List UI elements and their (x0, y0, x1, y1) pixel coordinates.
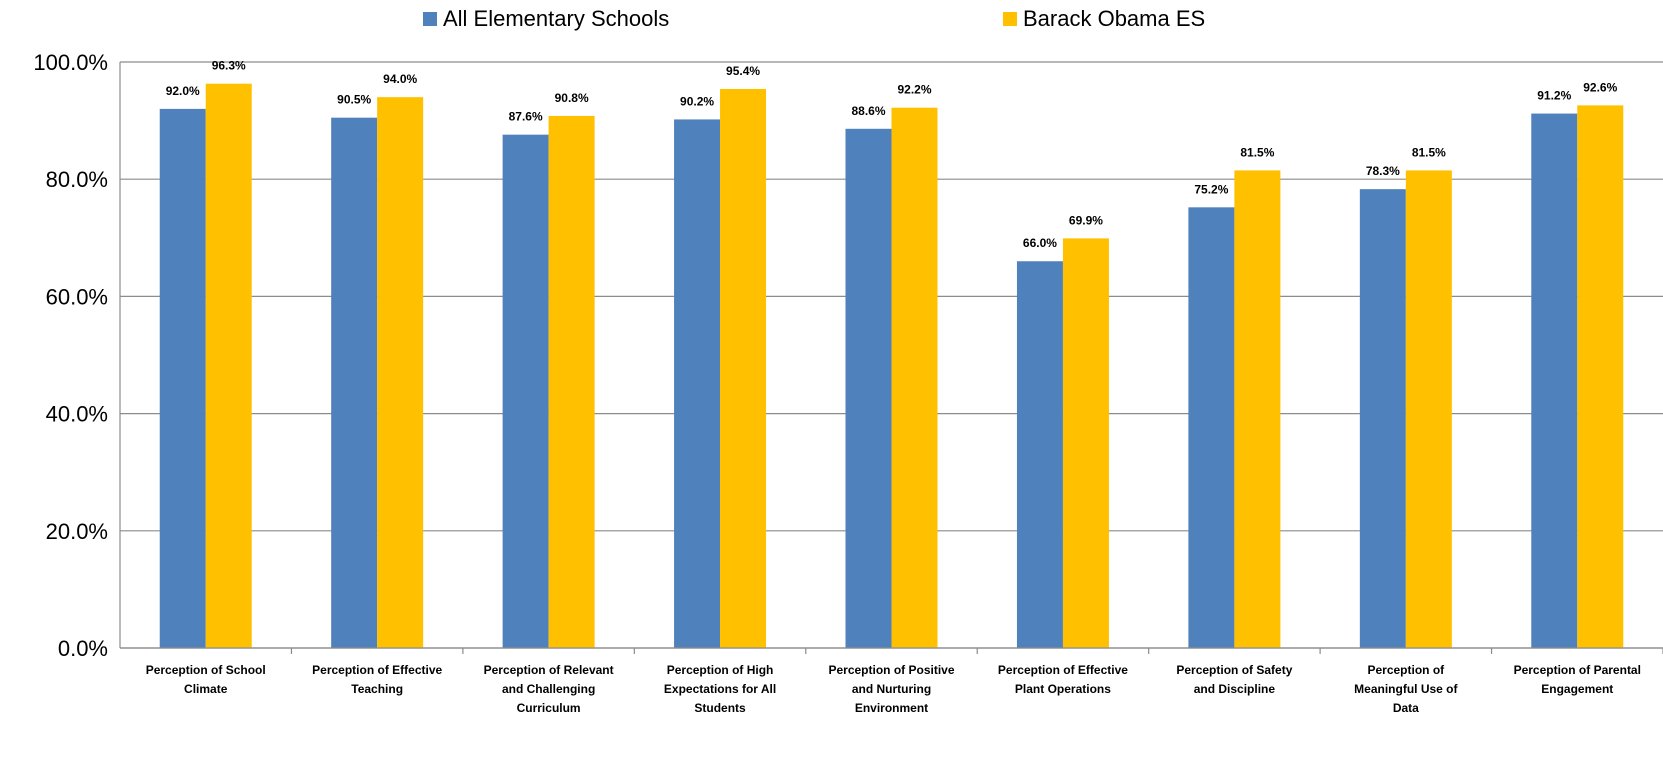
legend-label-series-2: Barack Obama ES (1023, 6, 1206, 31)
x-tick-label-line: Teaching (351, 682, 403, 696)
bar (377, 97, 424, 648)
x-tick-label-line: Students (694, 701, 746, 715)
x-tick-label-line: Perception of (1367, 663, 1445, 677)
x-tick-label: Perception of School Climate (146, 663, 266, 696)
data-label: 94.0% (383, 72, 417, 86)
bar (891, 107, 938, 648)
x-tick-label: Perception of Meaningful Use of Data (1354, 663, 1458, 715)
data-label: 90.2% (680, 94, 714, 108)
x-tick-label-line: Perception of School (146, 663, 266, 677)
bar (548, 115, 595, 649)
data-label: 75.2% (1194, 182, 1228, 196)
x-tick-label: Perception of Relevant and Challenging Cur… (484, 663, 614, 715)
bar (205, 83, 252, 648)
legend-swatch-series-2 (1003, 12, 1017, 26)
x-tick-label-line: Environment (855, 701, 928, 715)
bar (502, 134, 549, 648)
data-label: 91.2% (1537, 89, 1571, 103)
legend: All Elementary Schools Barack Obama ES (0, 6, 1663, 36)
y-tick-label: 80.0% (46, 167, 108, 192)
bar (1359, 189, 1406, 649)
x-tick-label-line: Expectations for All (664, 682, 776, 696)
x-tick-label-line: Perception of Effective (312, 663, 442, 677)
legend-swatch-series-1 (423, 12, 437, 26)
x-tick-label-line: Engagement (1541, 682, 1613, 696)
data-label: 96.3% (212, 59, 246, 73)
data-label: 87.6% (509, 110, 543, 124)
x-tick-label-line: Perception of Parental (1514, 663, 1641, 677)
bar (159, 108, 206, 648)
data-label: 90.5% (337, 93, 371, 107)
data-label: 92.6% (1583, 80, 1617, 94)
x-tick-label-line: Perception of Effective (998, 663, 1128, 677)
data-label: 69.9% (1069, 213, 1103, 227)
legend-label-series-1: All Elementary Schools (443, 6, 670, 31)
y-tick-label: 60.0% (46, 284, 108, 309)
data-label: 81.5% (1412, 145, 1446, 159)
x-tick-label: Perception of Effective Teaching (312, 663, 442, 696)
data-label: 95.4% (726, 64, 760, 78)
y-tick-label: 40.0% (46, 402, 108, 427)
bar (720, 88, 767, 649)
bar (1062, 238, 1109, 649)
bar (1016, 261, 1063, 648)
x-tick-label-line: Plant Operations (1015, 682, 1111, 696)
data-label: 90.8% (555, 91, 589, 105)
bar (1188, 207, 1235, 648)
bar (1531, 113, 1578, 649)
data-label: 88.6% (851, 104, 885, 118)
x-tick-label: Perception of Parental Engagement (1514, 663, 1641, 696)
x-tick-label-line: Perception of Safety (1176, 663, 1292, 677)
bar (1234, 170, 1281, 648)
x-tick-label-line: Meaningful Use of (1354, 682, 1458, 696)
legend-item-series-2: Barack Obama ES (1003, 6, 1205, 32)
bar (1577, 105, 1624, 648)
bar (674, 119, 721, 649)
y-tick-label: 0.0% (58, 636, 108, 661)
y-tick-label: 20.0% (46, 519, 108, 544)
x-tick-label: Perception of Effective Plant Operations (998, 663, 1128, 696)
x-tick-label-line: and Challenging (502, 682, 595, 696)
data-label: 92.2% (897, 83, 931, 97)
bar (331, 117, 378, 649)
x-tick-label: Perception of Safety and Discipline (1176, 663, 1292, 696)
x-tick-label-line: Perception of High (667, 663, 774, 677)
x-tick-label-line: Curriculum (517, 701, 581, 715)
x-tick-label-line: Climate (184, 682, 228, 696)
x-tick-label: Perception of Positive and Nurturing Envir… (828, 663, 954, 715)
data-label: 81.5% (1240, 145, 1274, 159)
x-tick-label-line: and Nurturing (852, 682, 931, 696)
bar (1405, 170, 1452, 648)
x-tick-label: Perception of High Expectations for All St… (664, 663, 776, 715)
x-tick-label-line: Data (1393, 701, 1419, 715)
x-tick-label-line: Perception of Relevant (484, 663, 614, 677)
data-label: 92.0% (166, 84, 200, 98)
y-tick-label: 100.0% (33, 50, 108, 75)
x-tick-label-line: and Discipline (1194, 682, 1276, 696)
data-label: 78.3% (1366, 164, 1400, 178)
x-tick-label-line: Perception of Positive (828, 663, 954, 677)
data-label: 66.0% (1023, 236, 1057, 250)
legend-item-series-1: All Elementary Schools (423, 6, 669, 32)
bar (845, 128, 892, 648)
